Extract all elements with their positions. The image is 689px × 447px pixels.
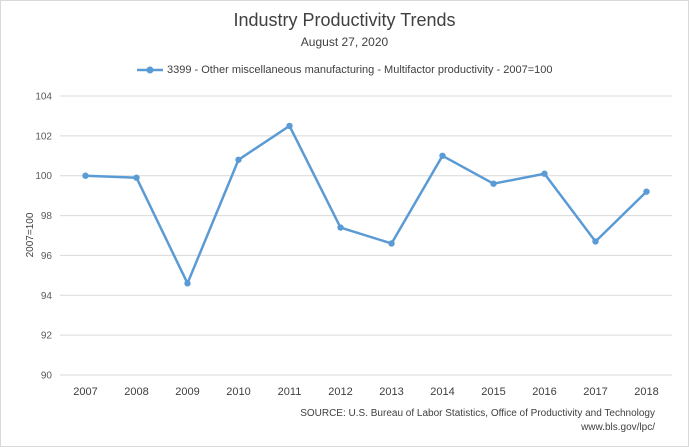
data-point	[184, 280, 191, 287]
data-point	[235, 156, 242, 163]
data-point	[388, 240, 395, 247]
data-point	[337, 224, 344, 231]
data-point	[592, 238, 599, 245]
x-tick-label: 2009	[175, 386, 199, 398]
x-tick-label: 2018	[634, 386, 658, 398]
y-tick-label: 102	[35, 131, 52, 142]
data-point	[439, 152, 446, 159]
y-tick-label: 94	[41, 291, 53, 302]
x-tick-label: 2012	[328, 386, 352, 398]
x-tick-label: 2010	[226, 386, 250, 398]
data-point	[643, 188, 650, 195]
x-tick-label: 2016	[532, 386, 556, 398]
source-line-1: SOURCE: U.S. Bureau of Labor Statistics,…	[300, 408, 655, 419]
x-tick-label: 2013	[379, 386, 403, 398]
y-tick-label: 104	[35, 92, 52, 103]
legend-label: 3399 - Other miscellaneous manufacturing…	[167, 64, 553, 76]
y-tick-label: 100	[35, 171, 52, 182]
data-point	[490, 180, 497, 187]
x-tick-label: 2017	[583, 386, 607, 398]
legend-line-marker-icon	[137, 66, 163, 74]
x-tick-label: 2015	[481, 386, 505, 398]
y-tick-label: 96	[41, 251, 53, 262]
x-tick-label: 2007	[73, 386, 97, 398]
y-tick-label: 92	[41, 331, 53, 342]
y-tick-label: 90	[41, 371, 53, 382]
x-tick-label: 2011	[278, 386, 302, 398]
x-tick-label: 2008	[124, 386, 148, 398]
data-point	[541, 170, 548, 177]
source-line-2: www.bls.gov/lpc/	[581, 422, 655, 433]
data-point	[133, 174, 140, 181]
chart-subtitle: August 27, 2020	[300, 35, 389, 49]
data-point	[286, 122, 293, 130]
x-tick-label: 2014	[430, 386, 454, 398]
source-note: SOURCE: U.S. Bureau of Labor Statistics,…	[300, 407, 655, 435]
series-line	[85, 124, 648, 285]
data-point	[82, 172, 89, 179]
y-tick-label: 98	[41, 211, 53, 222]
chart-title: Industry Productivity Trends	[233, 10, 456, 30]
legend: 3399 - Other miscellaneous manufacturing…	[137, 62, 553, 78]
